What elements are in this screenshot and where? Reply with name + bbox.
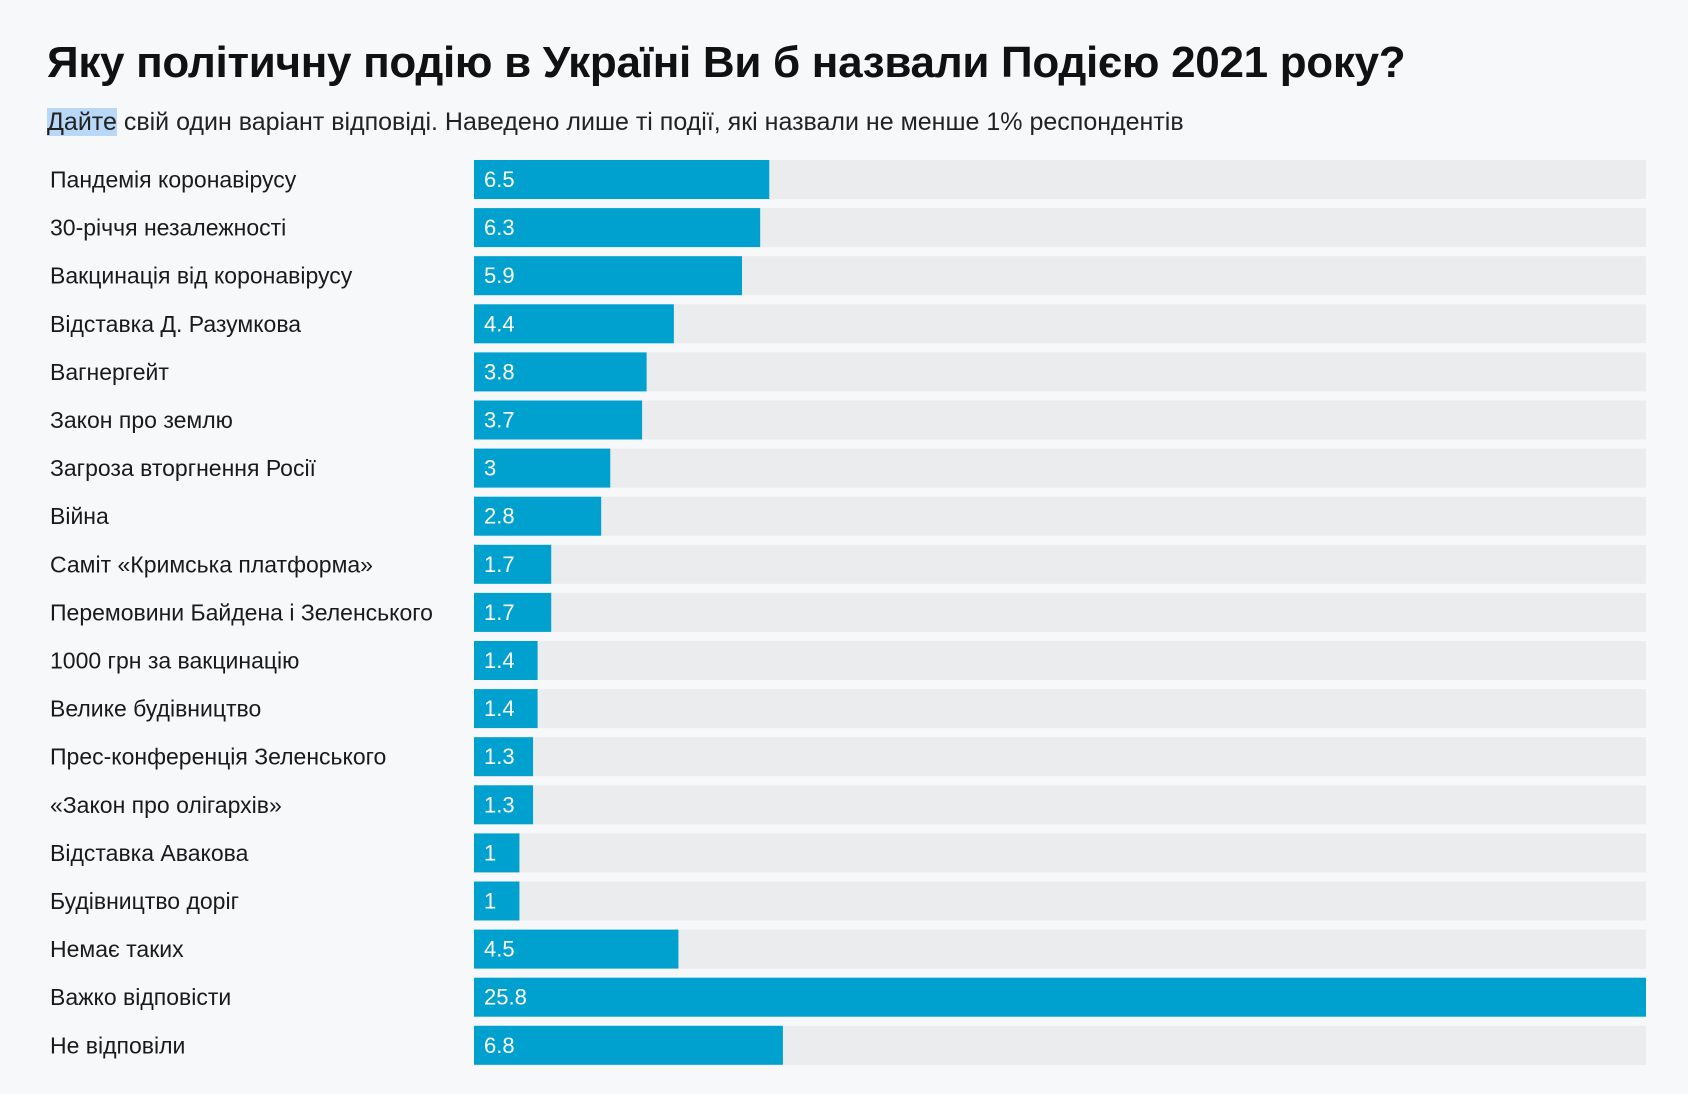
bar-row: Війна 2.8 — [50, 496, 1646, 536]
bar — [474, 592, 552, 632]
bar — [474, 737, 534, 777]
category-label: Будівництво доріг — [50, 888, 239, 914]
bar — [474, 448, 611, 488]
category-label: Важко відповісти — [50, 984, 231, 1010]
value-label: 1 — [484, 840, 496, 865]
chart-title: Яку політичну подію в Україні Ви б назва… — [47, 38, 1406, 87]
bar-track — [474, 592, 1646, 632]
category-label: Саміт «Кримська платформа» — [50, 551, 373, 577]
category-label: Велике будівництво — [50, 696, 261, 722]
bar — [474, 1025, 783, 1065]
bar — [474, 496, 602, 536]
bar — [474, 785, 534, 825]
category-label: Відставка Авакова — [50, 840, 249, 866]
value-label: 5.9 — [484, 263, 515, 288]
value-label: 3 — [484, 456, 496, 481]
category-label: «Закон про олігархів» — [50, 792, 282, 818]
bar — [474, 400, 643, 440]
value-label: 25.8 — [484, 985, 527, 1010]
category-label: 1000 грн за вакцинацію — [50, 648, 299, 674]
bar-row: Пандемія коронавірусу 6.5 — [50, 160, 1646, 199]
bar-row: Саміт «Кримська платформа» 1.7 — [50, 544, 1646, 584]
bar — [474, 160, 770, 199]
bar-row: Прес-конференція Зеленського 1.3 — [50, 737, 1646, 777]
bar-row: Перемовини Байдена і Зеленського 1.7 — [50, 592, 1646, 632]
bar-row: Велике будівництво 1.4 — [50, 689, 1646, 729]
value-label: 6.8 — [484, 1033, 515, 1058]
category-label: Загроза вторгнення Росії — [50, 455, 317, 481]
bar — [474, 304, 674, 344]
bar-track — [474, 689, 1646, 729]
value-label: 3.8 — [484, 359, 515, 384]
chart-subtitle: Дайте свій один варіант відповіді. Навед… — [47, 104, 1184, 140]
bar-row: Вагнергейт 3.8 — [50, 352, 1646, 392]
value-label: 1.4 — [484, 648, 515, 673]
bar — [474, 881, 520, 921]
bar-track — [474, 496, 1646, 536]
value-label: 1.7 — [484, 600, 515, 625]
value-label: 1 — [484, 889, 496, 914]
value-label: 2.8 — [484, 504, 515, 529]
bar-row: Закон про землю 3.7 — [50, 400, 1646, 440]
bar — [474, 544, 552, 584]
value-label: 6.5 — [484, 167, 515, 192]
subtitle-text: свій один варіант відповіді. Наведено ли… — [116, 108, 1184, 136]
bar — [474, 641, 538, 680]
bar-track — [474, 641, 1646, 680]
bar-row: Відставка Д. Разумкова 4.4 — [50, 304, 1646, 344]
category-label: Прес-конференція Зеленського — [50, 744, 386, 770]
bar-track — [474, 833, 1646, 873]
value-label: 1.7 — [484, 552, 515, 577]
value-label: 1.3 — [484, 744, 515, 769]
bar-row: Не відповіли 6.8 — [50, 1025, 1646, 1065]
bar — [474, 977, 1646, 1017]
value-label: 1.4 — [484, 696, 515, 721]
category-label: Закон про землю — [50, 407, 233, 433]
bar-track — [474, 544, 1646, 584]
category-label: Немає таких — [50, 936, 184, 962]
value-label: 1.3 — [484, 792, 515, 817]
bar-track — [474, 737, 1646, 777]
bar-row: «Закон про олігархів» 1.3 — [50, 785, 1646, 825]
bar-row: 30-річчя незалежності 6.3 — [50, 208, 1646, 248]
value-label: 3.7 — [484, 408, 515, 433]
bar — [474, 256, 743, 296]
bar-track — [474, 881, 1646, 921]
category-label: 30-річчя незалежності — [50, 215, 286, 241]
value-label: 6.3 — [484, 215, 515, 240]
bar-row: 1000 грн за вакцинацію 1.4 — [50, 641, 1646, 680]
bar — [474, 208, 761, 248]
bar-row: Загроза вторгнення Росії 3 — [50, 448, 1646, 488]
category-label: Вакцинація від коронавірусу — [50, 263, 353, 289]
bar-track — [474, 785, 1646, 825]
bar-track — [474, 400, 1646, 440]
bar — [474, 689, 538, 729]
value-label: 4.4 — [484, 311, 515, 336]
category-label: Вагнергейт — [50, 359, 169, 385]
bar-row: Будівництво доріг 1 — [50, 881, 1646, 921]
bar — [474, 929, 679, 969]
bar — [474, 833, 520, 873]
category-label: Перемовини Байдена і Зеленського — [50, 599, 433, 625]
bar-track — [474, 352, 1646, 392]
category-label: Не відповіли — [50, 1032, 185, 1058]
subtitle-selected-text: Дайте — [47, 108, 117, 136]
category-label: Війна — [50, 503, 109, 529]
bar-row: Немає таких 4.5 — [50, 929, 1646, 969]
value-label: 4.5 — [484, 937, 515, 962]
bar — [474, 352, 647, 392]
category-label: Пандемія коронавірусу — [50, 167, 297, 193]
bar-row: Вакцинація від коронавірусу 5.9 — [50, 256, 1646, 296]
bar-track — [474, 448, 1646, 488]
bar-row: Важко відповісти 25.8 — [50, 977, 1646, 1017]
bar-row: Відставка Авакова 1 — [50, 833, 1646, 873]
category-label: Відставка Д. Разумкова — [50, 311, 301, 337]
